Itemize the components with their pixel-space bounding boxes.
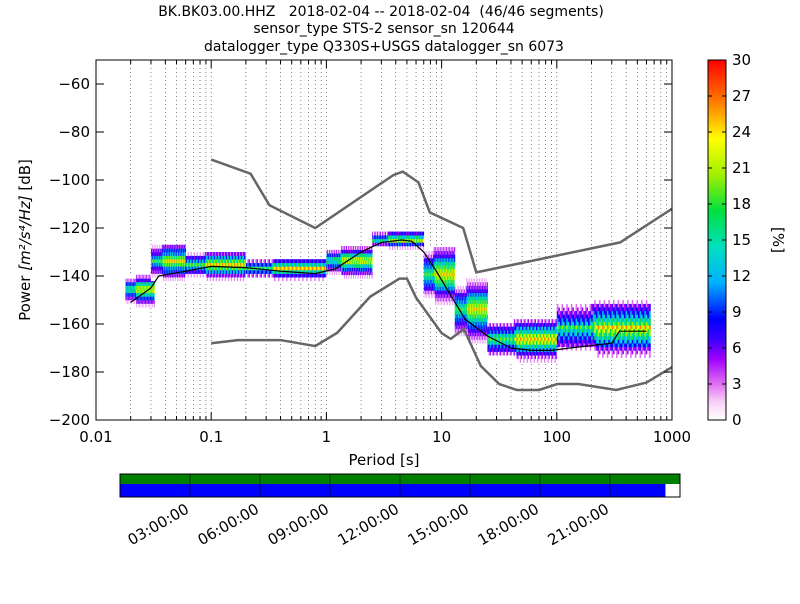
density-cell [487, 307, 488, 311]
density-cell [454, 247, 455, 251]
density-cell [454, 258, 455, 262]
density-cell [185, 248, 186, 252]
density-cell [487, 286, 488, 290]
density-cell [423, 239, 424, 243]
density-cell [371, 253, 372, 257]
density-cell [371, 260, 372, 264]
density-cell [487, 278, 488, 282]
title-line-2: sensor_type STS-2 sensor_sn 120644 [253, 21, 514, 37]
density-cell [154, 289, 155, 293]
density-cell [154, 296, 155, 300]
density-cell [154, 300, 155, 304]
density-cell [487, 296, 488, 300]
density-cell [487, 293, 488, 297]
density-cell [371, 250, 372, 254]
density-cell [423, 232, 424, 236]
density-cell [487, 311, 488, 315]
density-cell [371, 271, 372, 275]
density-cell [454, 265, 455, 269]
density-cell [487, 304, 488, 308]
density-cell [245, 256, 246, 260]
density-cell [423, 242, 424, 246]
density-cell [487, 314, 488, 318]
density-cell [454, 251, 455, 255]
density-cell [487, 289, 488, 293]
density-cell [487, 300, 488, 304]
title-line-3: datalogger_type Q330S+USGS datalogger_sn… [204, 39, 564, 55]
density-cell [454, 269, 455, 273]
density-cell [371, 264, 372, 268]
density-cell [371, 275, 372, 279]
density-cell [454, 254, 455, 258]
title-line-1: BK.BK03.00.HHZ 2018-02-04 -- 2018-02-04 … [158, 4, 604, 20]
density-cell [154, 304, 155, 308]
density-cell [371, 257, 372, 261]
density-cell [245, 252, 246, 256]
density-cell [454, 272, 455, 276]
density-cell [185, 245, 186, 249]
density-cell [154, 293, 155, 297]
density-cell [454, 262, 455, 266]
density-cell [423, 235, 424, 239]
density-cell [371, 268, 372, 272]
density-cell [487, 282, 488, 286]
density-cell [154, 286, 155, 290]
